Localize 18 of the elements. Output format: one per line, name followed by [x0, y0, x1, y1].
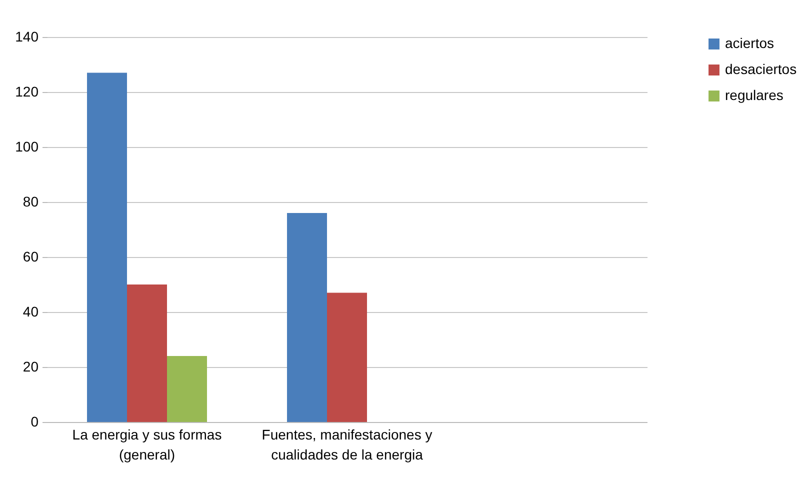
y-tick-label: 140	[15, 28, 39, 44]
bar	[287, 213, 327, 422]
legend-label: regulares	[725, 87, 784, 103]
y-tick-label: 20	[22, 358, 39, 374]
y-tick-label: 80	[22, 194, 39, 210]
x-tick-label: Fuentes, manifestaciones y cualidades de la energia	[262, 426, 432, 462]
y-tick-label: 0	[30, 414, 39, 430]
legend-label: desaciertos	[725, 61, 797, 77]
y-tick-label: 60	[22, 248, 39, 264]
y-tick-label: 100	[15, 138, 39, 154]
bar	[327, 292, 367, 422]
bar	[127, 284, 167, 422]
y-tick-label: 120	[15, 84, 39, 100]
x-tick-label: La energia y sus formas (general)	[72, 426, 222, 462]
bar	[87, 72, 127, 422]
y-tick-label: 40	[22, 304, 39, 320]
legend-label: aciertos	[725, 35, 774, 51]
bar	[167, 356, 207, 422]
